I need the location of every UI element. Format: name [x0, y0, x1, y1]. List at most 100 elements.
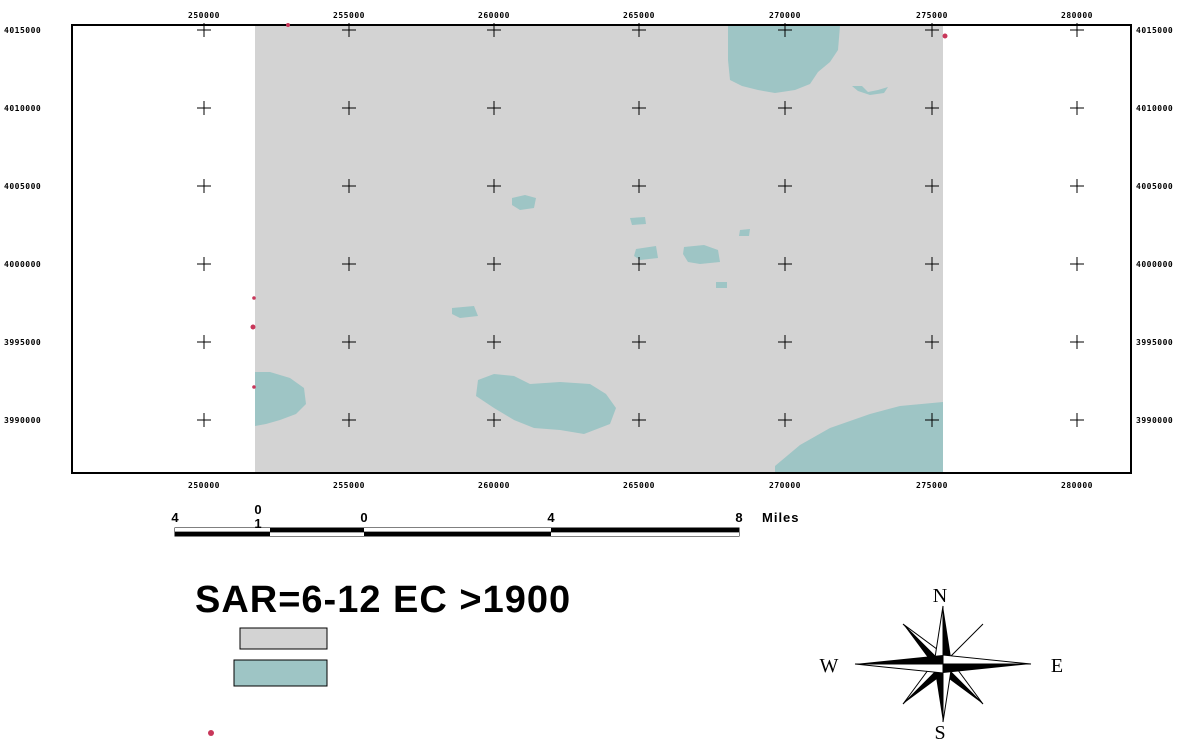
y-tick-label-left: 3995000 — [4, 338, 41, 347]
grid-cross — [925, 413, 939, 427]
saline-zone-1 — [512, 195, 536, 210]
grid-cross — [487, 413, 501, 427]
x-tick-label-top: 280000 — [1061, 11, 1093, 20]
grid-cross — [487, 257, 501, 271]
grid-cross — [778, 101, 792, 115]
scale-label-0: 0 — [360, 510, 367, 525]
grid-cross — [632, 101, 646, 115]
point-sample — [286, 23, 290, 27]
grid-cross — [1070, 413, 1084, 427]
grid-cross — [778, 335, 792, 349]
y-axis-right: 4015000 4010000 4005000 4000000 3995000 39900… — [1136, 26, 1173, 425]
legend-swatch-study-area — [239, 627, 328, 650]
y-tick-label-left: 3990000 — [4, 416, 41, 425]
saline-zones — [255, 26, 943, 472]
x-tick-label-bottom: 265000 — [623, 481, 655, 490]
saline-zone-5 — [683, 245, 720, 264]
grid-cross — [1070, 23, 1084, 37]
saline-zone-ne-small — [852, 86, 888, 95]
x-tick-label-top: 265000 — [623, 11, 655, 20]
saline-zone-3 — [739, 229, 750, 236]
x-tick-label-bottom: 275000 — [916, 481, 948, 490]
grid-cross — [487, 23, 501, 37]
point-sample — [252, 385, 256, 389]
grid-cross — [1070, 179, 1084, 193]
grid-cross — [925, 101, 939, 115]
scale-seg — [270, 532, 364, 536]
grid-cross — [197, 413, 211, 427]
point-sample — [250, 324, 256, 330]
y-tick-label-right: 3995000 — [1136, 338, 1173, 347]
grid-cross — [632, 179, 646, 193]
scale-label-sub: 1 — [254, 516, 261, 531]
x-tick-label-top: 275000 — [916, 11, 948, 20]
point-samples — [250, 23, 948, 389]
grid-cross — [632, 257, 646, 271]
point-sample — [252, 296, 256, 300]
saline-zone-4 — [634, 246, 658, 260]
scale-label-8: 8 — [735, 510, 742, 525]
legend-swatch-point — [208, 730, 214, 736]
grid-cross — [925, 179, 939, 193]
y-tick-label-right: 4005000 — [1136, 182, 1173, 191]
grid-cross — [197, 335, 211, 349]
compass-west-label: W — [820, 655, 839, 677]
grid-cross — [487, 101, 501, 115]
grid-cross — [197, 23, 211, 37]
graticule — [197, 23, 1084, 427]
compass-rose — [854, 605, 1032, 723]
grid-cross — [925, 23, 939, 37]
grid-cross — [632, 23, 646, 37]
point-sample — [942, 33, 948, 39]
grid-cross — [925, 257, 939, 271]
y-tick-label-left: 4000000 — [4, 260, 41, 269]
y-tick-label-right: 3990000 — [1136, 416, 1173, 425]
scale-seg — [364, 528, 551, 532]
y-tick-label-right: 4000000 — [1136, 260, 1173, 269]
saline-zone-6 — [716, 282, 727, 288]
scale-bar: 4 0 1 0 4 8 Miles — [171, 502, 800, 537]
y-axis-left: 4015000 4010000 4005000 4000000 3995000 39900… — [4, 26, 41, 425]
map-frame — [71, 23, 1132, 474]
scale-seg — [551, 532, 739, 536]
x-tick-label-bottom: 280000 — [1061, 481, 1093, 490]
grid-cross — [487, 335, 501, 349]
saline-zone-2 — [630, 217, 646, 225]
grid-cross — [632, 335, 646, 349]
grid-cross — [342, 23, 356, 37]
x-tick-label-bottom: 250000 — [188, 481, 220, 490]
x-tick-label-top: 270000 — [769, 11, 801, 20]
grid-cross — [1070, 101, 1084, 115]
saline-zone-se — [775, 402, 943, 472]
x-tick-label-bottom: 255000 — [333, 481, 365, 490]
x-tick-label-top: 255000 — [333, 11, 365, 20]
compass-east-label: E — [1051, 655, 1063, 677]
legend-title: SAR=6-12 EC >1900 — [195, 579, 571, 621]
x-axis-bottom: 250000 255000 260000 265000 270000 275000 2800… — [188, 481, 1093, 490]
scale-seg — [270, 528, 364, 532]
x-tick-label-top: 260000 — [478, 11, 510, 20]
grid-cross — [342, 413, 356, 427]
x-axis-top: 250000 255000 260000 265000 270000 275000 2800… — [188, 11, 1093, 20]
saline-zone-7 — [452, 306, 478, 318]
grid-cross — [1070, 257, 1084, 271]
y-tick-label-left: 4015000 — [4, 26, 41, 35]
scale-seg — [175, 532, 270, 536]
y-tick-label-left: 4005000 — [4, 182, 41, 191]
grid-cross — [197, 179, 211, 193]
grid-cross — [342, 257, 356, 271]
scale-seg — [175, 528, 270, 532]
compass-south-label: S — [934, 722, 945, 742]
grid-cross — [778, 23, 792, 37]
grid-cross — [197, 257, 211, 271]
grid-cross — [487, 179, 501, 193]
grid-cross — [778, 413, 792, 427]
scale-seg — [551, 528, 739, 532]
grid-cross — [342, 179, 356, 193]
grid-cross — [197, 101, 211, 115]
scale-label-4-left: 4 — [171, 510, 179, 525]
scale-unit-label: Miles — [762, 510, 800, 525]
x-tick-label-top: 250000 — [188, 11, 220, 20]
grid-cross — [778, 179, 792, 193]
